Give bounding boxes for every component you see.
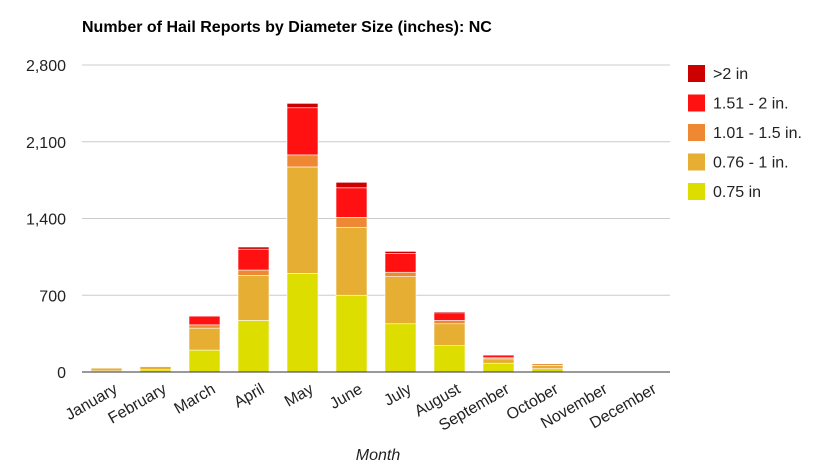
bar-segment bbox=[188, 349, 221, 373]
bar-segment bbox=[433, 311, 466, 314]
bar-segment bbox=[335, 226, 368, 296]
bar-segment bbox=[433, 323, 466, 346]
bar-segment bbox=[286, 154, 319, 168]
bar-segment bbox=[237, 275, 270, 321]
legend-label: 1.01 - 1.5 in. bbox=[713, 125, 802, 142]
bar-segment bbox=[531, 363, 564, 366]
bar-segment bbox=[286, 166, 319, 274]
legend-swatch bbox=[688, 94, 705, 112]
bar-segment bbox=[286, 103, 319, 109]
x-axis-title: Month bbox=[356, 447, 401, 464]
x-tick-label: June bbox=[327, 381, 366, 413]
bar-segment bbox=[188, 324, 221, 329]
bar-segment bbox=[90, 367, 123, 372]
x-tick-label: April bbox=[231, 381, 267, 412]
bar-segment bbox=[335, 217, 368, 228]
y-tick-label: 700 bbox=[39, 288, 66, 305]
y-tick-label: 1,400 bbox=[26, 212, 66, 229]
legend-label: 0.75 in bbox=[713, 184, 761, 201]
bar-segment bbox=[580, 370, 613, 372]
bar-segment bbox=[286, 107, 319, 156]
bar-segment bbox=[482, 354, 515, 356]
bar-segment bbox=[384, 323, 417, 373]
bar-segment bbox=[188, 327, 221, 351]
bar-segment bbox=[384, 251, 417, 254]
legend-swatch bbox=[688, 65, 705, 82]
y-tick-label: 2,800 bbox=[26, 58, 66, 75]
bar-segment bbox=[335, 182, 368, 189]
bar-segment bbox=[237, 320, 270, 373]
bar-segment bbox=[139, 366, 172, 371]
bar-segment bbox=[433, 320, 466, 325]
gridlines bbox=[82, 64, 670, 296]
legend-label: >2 in bbox=[713, 66, 748, 83]
legend-swatch bbox=[688, 153, 705, 171]
bar-segment bbox=[335, 294, 368, 373]
x-tick-label: March bbox=[172, 381, 219, 418]
bar-segment bbox=[433, 312, 466, 321]
chart-title: Number of Hail Reports by Diameter Size … bbox=[82, 19, 492, 36]
x-tick-label: May bbox=[282, 381, 317, 411]
bar-segment bbox=[482, 362, 515, 373]
y-axis-ticks: 0 700 1,400 2,100 2,800 bbox=[26, 58, 66, 382]
bar-segment bbox=[482, 358, 515, 364]
bar-segment bbox=[384, 271, 417, 277]
bar-segment bbox=[286, 273, 319, 373]
bar-segment bbox=[384, 276, 417, 325]
legend: >2 in 1.51 - 2 in. 1.01 - 1.5 in. 0.76 - 1 … bbox=[688, 65, 802, 201]
bar-segment bbox=[384, 253, 417, 273]
bars bbox=[90, 103, 613, 373]
bar-segment bbox=[335, 187, 368, 218]
bar-segment bbox=[188, 315, 221, 317]
bar-segment bbox=[237, 269, 270, 276]
bar-segment bbox=[237, 246, 270, 250]
bar-segment bbox=[237, 248, 270, 271]
legend-swatch bbox=[688, 183, 705, 200]
legend-label: 1.51 - 2 in. bbox=[713, 96, 789, 113]
bar-segment bbox=[433, 345, 466, 373]
y-tick-label: 0 bbox=[57, 365, 66, 382]
legend-swatch bbox=[688, 124, 705, 141]
legend-label: 0.76 - 1 in. bbox=[713, 155, 789, 172]
bar-segment bbox=[482, 354, 515, 359]
bar-segment bbox=[139, 365, 172, 367]
y-tick-label: 2,100 bbox=[26, 135, 66, 152]
bar-segment bbox=[531, 365, 564, 370]
bar-segment bbox=[188, 315, 221, 326]
x-tick-label: July bbox=[381, 381, 414, 410]
